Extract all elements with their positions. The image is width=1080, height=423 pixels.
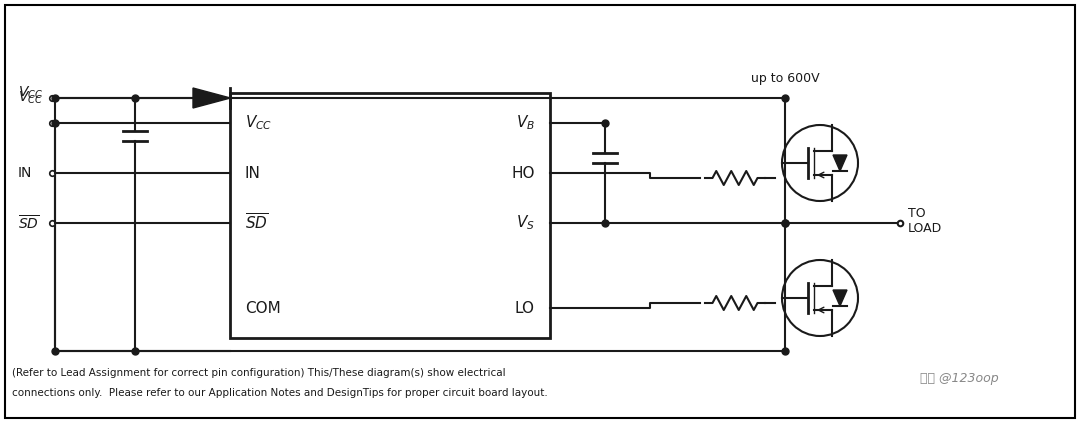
Text: $V_B$: $V_B$	[516, 114, 535, 132]
Text: $V_S$: $V_S$	[516, 214, 535, 232]
Text: IN: IN	[18, 166, 32, 180]
Text: (Refer to Lead Assignment for correct pin configuration) This/These diagram(s) s: (Refer to Lead Assignment for correct pi…	[12, 368, 505, 378]
Text: 知乎 @123oop: 知乎 @123oop	[920, 371, 999, 385]
Text: up to 600V: up to 600V	[751, 71, 820, 85]
Text: $V_{CC}$: $V_{CC}$	[245, 114, 272, 132]
Text: LO: LO	[515, 300, 535, 316]
Polygon shape	[833, 155, 847, 171]
Text: IN: IN	[245, 165, 261, 181]
Text: TO
LOAD: TO LOAD	[908, 207, 942, 235]
Text: $\overline{SD}$: $\overline{SD}$	[18, 214, 40, 232]
Text: COM: COM	[245, 300, 281, 316]
Polygon shape	[833, 290, 847, 306]
Text: HO: HO	[512, 165, 535, 181]
Bar	[230, 93, 550, 338]
Polygon shape	[193, 88, 230, 108]
Text: $V_{CC}$: $V_{CC}$	[18, 85, 43, 101]
Text: connections only.  Please refer to our Application Notes and DesignTips for prop: connections only. Please refer to our Ap…	[12, 388, 548, 398]
Text: $V_{CC}$: $V_{CC}$	[18, 90, 43, 106]
Text: $\overline{SD}$: $\overline{SD}$	[245, 213, 269, 233]
